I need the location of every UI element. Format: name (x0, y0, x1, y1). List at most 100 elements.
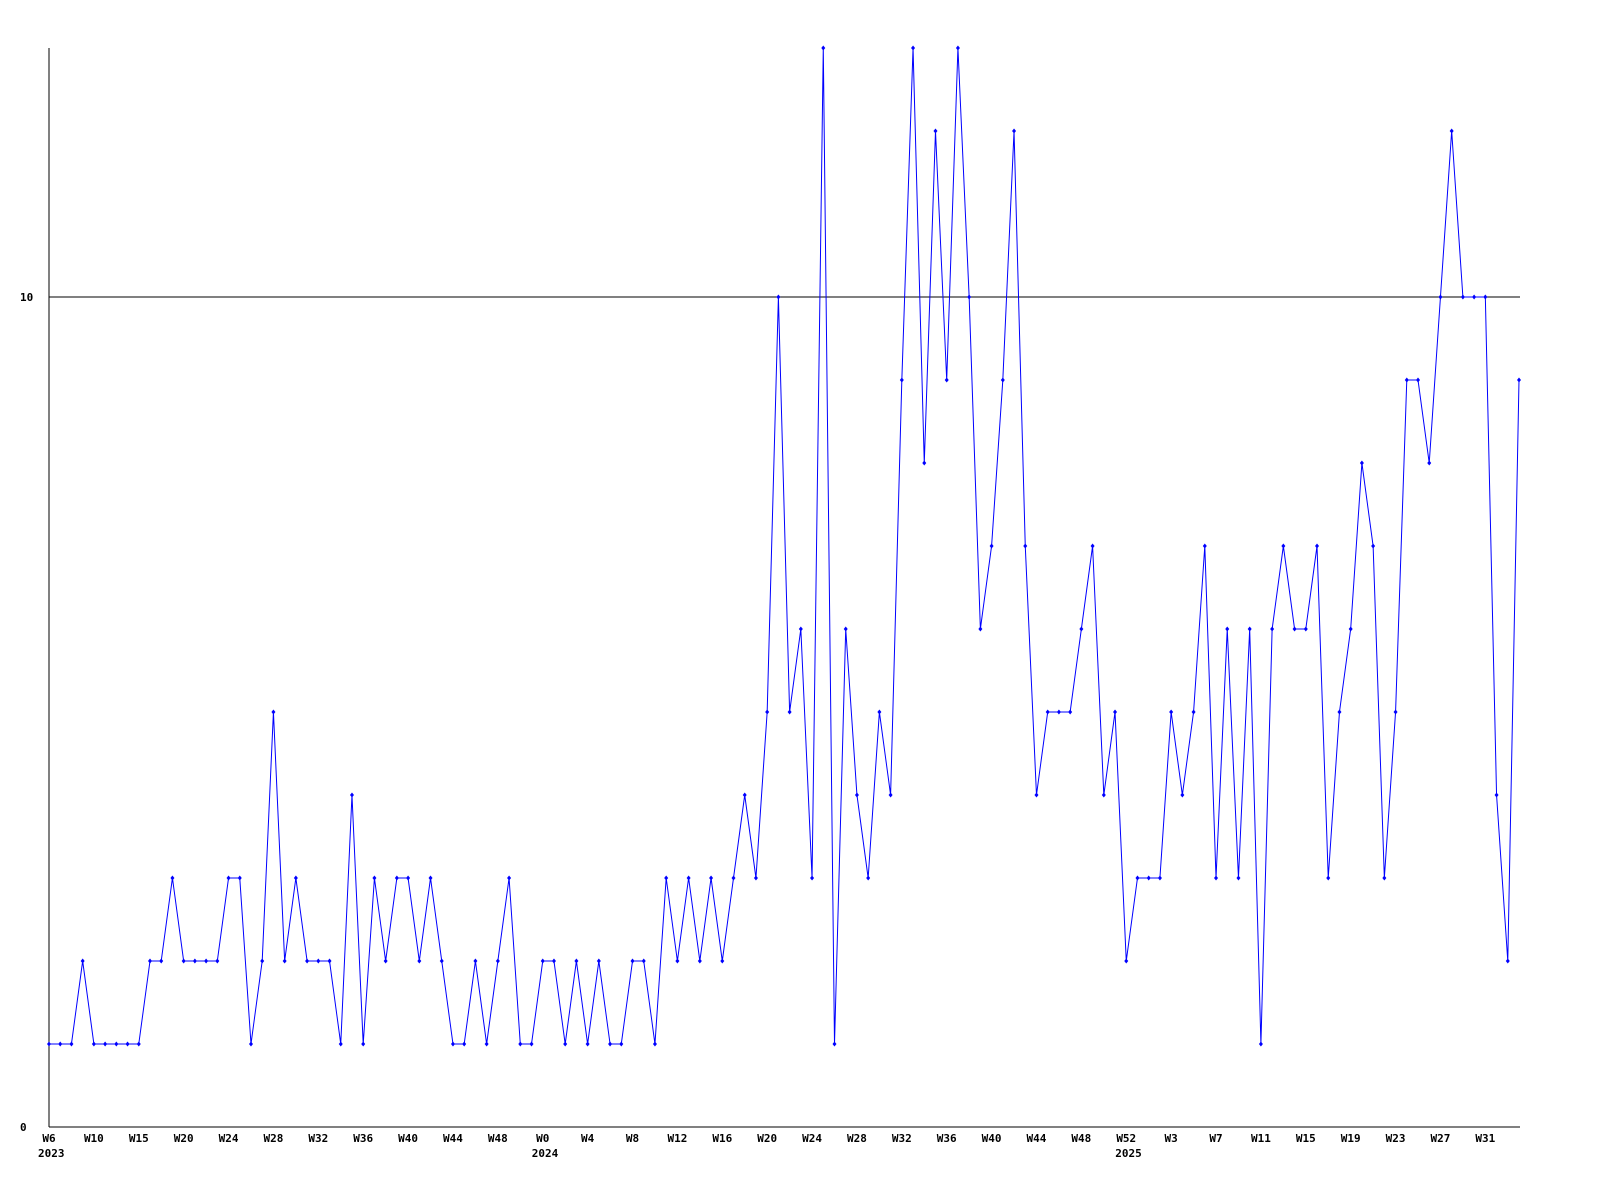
point (1236, 875, 1241, 881)
x-tick-label: W6 (42, 1132, 56, 1145)
y-tick-label: 0 (20, 1121, 27, 1134)
point (843, 626, 848, 632)
point (327, 958, 332, 964)
point (91, 1041, 96, 1047)
point (742, 792, 747, 798)
point (731, 875, 736, 881)
y-tick-label: 10 (20, 291, 33, 304)
point (1045, 709, 1050, 715)
point (1124, 958, 1129, 964)
point (529, 1041, 534, 1047)
point (383, 958, 388, 964)
x-tick-label: W48 (1071, 1132, 1091, 1145)
point (159, 958, 164, 964)
point (1292, 626, 1297, 632)
x-tick-label: W44 (443, 1132, 463, 1145)
point (608, 1041, 613, 1047)
point (1169, 709, 1174, 715)
x-tick-label: W8 (626, 1132, 639, 1145)
point (1404, 377, 1409, 383)
x-tick-label: W3 (1165, 1132, 1178, 1145)
point (428, 875, 433, 881)
point (697, 958, 702, 964)
point (372, 875, 377, 881)
point (271, 709, 276, 715)
point (821, 45, 826, 51)
x-tick-label: W23 (1386, 1132, 1406, 1145)
point (1427, 460, 1432, 466)
point (1460, 294, 1465, 300)
point (1281, 543, 1286, 549)
point (1359, 460, 1364, 466)
point (495, 958, 500, 964)
year-label: 2023 (38, 1147, 65, 1160)
point (933, 128, 938, 134)
point (1416, 377, 1421, 383)
point (147, 958, 152, 964)
point (361, 1041, 366, 1047)
point (753, 875, 758, 881)
x-tick-label: W11 (1251, 1132, 1271, 1145)
point (170, 875, 175, 881)
point (248, 1041, 253, 1047)
point (1079, 626, 1084, 632)
point (47, 1041, 51, 1047)
point (204, 958, 209, 964)
x-tick-label: W28 (263, 1132, 283, 1145)
point (1382, 875, 1387, 881)
point (1225, 626, 1230, 632)
point (922, 460, 927, 466)
point (316, 958, 321, 964)
point (787, 709, 792, 715)
point (765, 709, 770, 715)
point (1113, 709, 1118, 715)
point (484, 1041, 489, 1047)
point (585, 1041, 590, 1047)
x-tick-label: W44 (1027, 1132, 1047, 1145)
x-tick-label: W52 (1116, 1132, 1136, 1145)
x-tick-label: W32 (308, 1132, 328, 1145)
x-tick-label: W24 (802, 1132, 822, 1145)
point (114, 1041, 119, 1047)
x-tick-label: W27 (1431, 1132, 1451, 1145)
point (406, 875, 411, 881)
point (540, 958, 545, 964)
point (338, 1041, 343, 1047)
point (989, 543, 994, 549)
point (641, 958, 646, 964)
point (675, 958, 680, 964)
point (1337, 709, 1342, 715)
point (574, 958, 579, 964)
year-label: 2025 (1115, 1147, 1142, 1160)
point (978, 626, 983, 632)
point (518, 1041, 523, 1047)
point (103, 1041, 108, 1047)
point (944, 377, 949, 383)
point (1214, 875, 1219, 881)
point (439, 958, 444, 964)
x-tick-label: W24 (219, 1132, 239, 1145)
point (1056, 709, 1061, 715)
point (709, 875, 714, 881)
point (282, 958, 287, 964)
point (1012, 128, 1017, 134)
x-tick-label: W10 (84, 1132, 104, 1145)
point (877, 709, 882, 715)
point (720, 958, 725, 964)
point (462, 1041, 467, 1047)
point (507, 875, 512, 881)
point (1000, 377, 1005, 383)
point (551, 958, 556, 964)
point (226, 875, 231, 881)
point (686, 875, 691, 881)
point (1483, 294, 1488, 300)
point (967, 294, 972, 300)
point (810, 875, 815, 881)
point (58, 1041, 63, 1047)
x-tick-label: W36 (937, 1132, 957, 1145)
point (1438, 294, 1443, 300)
x-tick-label: W4 (581, 1132, 595, 1145)
point (888, 792, 893, 798)
point (136, 1041, 141, 1047)
point (563, 1041, 568, 1047)
